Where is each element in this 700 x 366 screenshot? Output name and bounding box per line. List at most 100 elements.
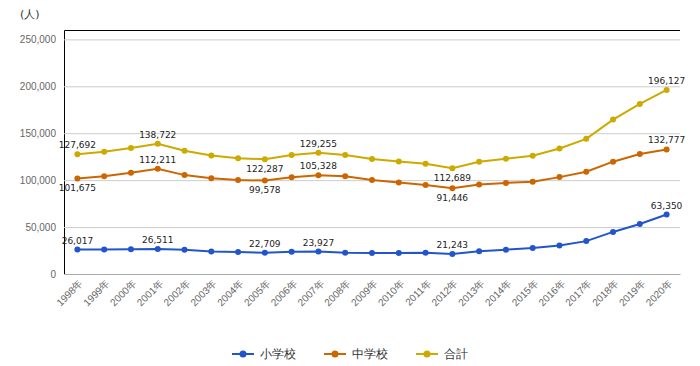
point [128,170,134,176]
x-tick-label: 2019年 [617,278,648,309]
data-label: 112,211 [139,155,176,165]
point [128,246,134,252]
legend-label: 小学校 [260,347,296,361]
x-tick: 2005年 [242,278,273,309]
legend-label: 合計 [444,347,468,361]
point [637,221,643,227]
data-label: 26,017 [62,236,94,246]
y-tick-label: 150,000 [20,128,57,139]
legend-label: 中学校 [352,347,388,361]
point [262,156,268,162]
series-line [77,149,666,188]
legend: 小学校 中学校 合計 [232,347,468,361]
point [101,247,107,253]
x-tick-label: 2005年 [242,278,273,309]
series-line [77,90,666,168]
y-axis-line [65,31,681,275]
data-label: 63,350 [651,201,683,211]
point [530,153,536,159]
series-line [77,215,666,255]
grid-line [64,86,680,87]
x-tick: 2011年 [403,278,433,308]
data-label: 122,287 [246,164,283,174]
x-tick: 1998年 [54,278,85,309]
x-tick-label: 2006年 [269,278,300,309]
x-tick-label: 2011年 [403,278,433,308]
point [423,161,429,167]
point [476,248,482,254]
point [610,229,616,235]
legend-item: 中学校 [324,347,388,361]
point [556,174,562,180]
point [74,176,80,182]
x-tick-label: 2009年 [349,278,380,309]
point [342,152,348,158]
point [423,182,429,188]
point [396,250,402,256]
point [155,141,161,147]
point [637,151,643,157]
point [369,177,375,183]
x-tick: 2014年 [483,278,514,309]
x-tick: 2012年 [429,278,460,309]
point [369,250,375,256]
x-tick-label: 2002年 [162,278,193,309]
x-tick: 2009年 [349,278,380,309]
y-tick-label: 200,000 [20,81,57,92]
point [342,250,348,256]
y-tick-label: 50,000 [25,222,56,233]
x-tick: 2016年 [536,278,567,309]
point [182,247,188,253]
point [208,248,214,254]
data-label: 101,675 [59,183,96,193]
point [235,177,241,183]
point [637,101,643,107]
legend-item: 合計 [416,347,468,361]
x-tick: 2020年 [644,278,675,309]
x-tick: 2001年 [135,278,166,309]
x-tick-label: 2003年 [188,278,219,309]
x-axis-line [65,274,681,275]
point [74,247,80,253]
grid-line [64,274,680,275]
point [449,165,455,171]
x-tick-label: 2010年 [376,278,407,309]
x-tick: 2008年 [322,278,353,309]
point [503,156,509,162]
x-tick-label: 2000年 [108,278,139,309]
y-axis-title: (人) [20,8,40,21]
y-tick-label: 0 [50,269,56,280]
point [155,166,161,172]
point [315,150,321,156]
y-tick: 250,000 [20,34,680,45]
point [476,159,482,165]
x-tick-label: 2016年 [536,278,567,309]
plot: 050,000100,000150,000200,000250,0001998年… [20,31,685,309]
x-tick: 2002年 [162,278,193,309]
chart: 050,000100,000150,000200,000250,0001998年… [0,0,700,366]
point [583,136,589,142]
x-tick-label: 2020年 [644,278,675,309]
x-tick: 1999年 [81,278,112,309]
point [423,250,429,256]
x-tick-label: 2012年 [429,278,460,309]
point [503,247,509,253]
grid-line [64,39,680,40]
data-label: 99,578 [249,185,281,195]
point [396,158,402,164]
point [74,151,80,157]
data-label: 22,709 [249,239,281,249]
x-tick: 2000年 [108,278,139,309]
x-tick-label: 2015年 [510,278,541,309]
x-tick: 2013年 [456,278,487,309]
x-tick: 2006年 [269,278,300,309]
point [155,246,161,252]
x-tick-label: 1998年 [54,278,85,309]
data-label: 127,692 [59,140,96,150]
x-tick-label: 2013年 [456,278,487,309]
point [101,173,107,179]
point [208,153,214,159]
point [315,172,321,178]
point [449,251,455,257]
point [289,152,295,158]
